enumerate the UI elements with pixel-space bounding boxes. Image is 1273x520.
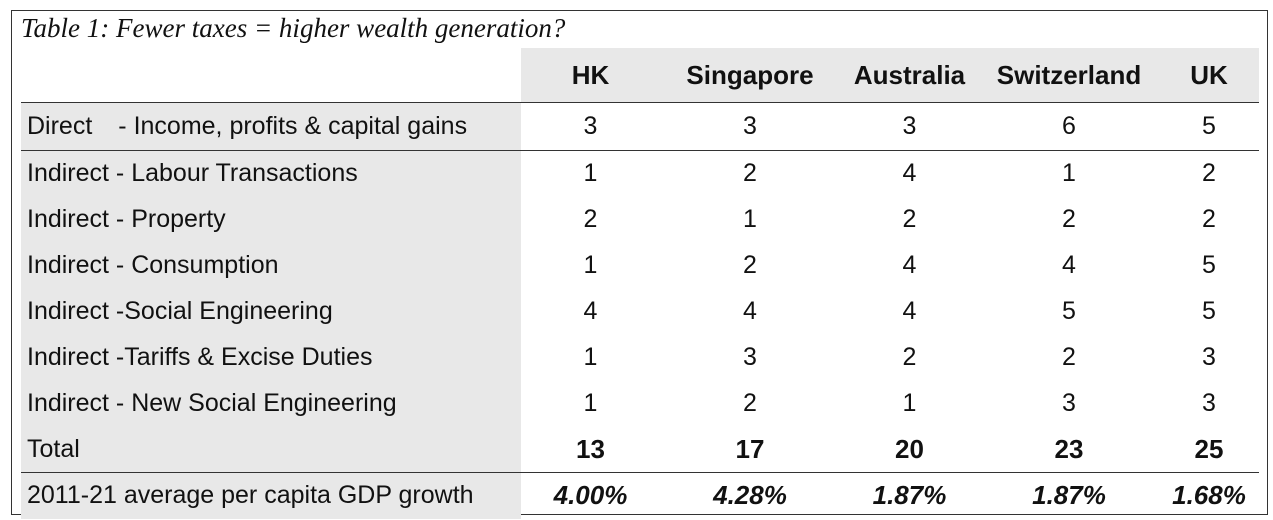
cell-switzerland: 3 [1062,389,1076,417]
cell-australia: 4 [902,251,917,279]
row-label-prefix: Direct [27,112,93,140]
cell-switzerland: 5 [1062,297,1076,325]
row-label: 2011-21 average per capita GDP growth [21,472,521,519]
cell-singapore: 1 [743,205,757,233]
cell-australia: 3 [840,102,979,151]
table-row-direct: Direct - Income, profits & capital gains … [21,102,1259,151]
cell-switzerland: 1 [1062,159,1076,188]
cell-switzerland: 2 [1062,343,1076,371]
cell-hk: 1 [583,389,598,417]
table-row-indirect: Indirect - Labour Transactions 1 2 4 1 2 [21,150,1259,197]
table-row-gdp-growth: 2011-21 average per capita GDP growth 4.… [21,472,1259,519]
cell-australia: 1 [902,389,917,417]
cell-hk: 1 [583,251,598,279]
cell-hk: 4 [583,297,598,325]
cell-hk: 3 [521,102,660,151]
cell-switzerland: 2 [1062,205,1076,233]
cell-switzerland: 1.87% [979,472,1159,519]
row-label: Total [21,426,521,473]
cell-uk: 5 [1202,297,1216,325]
cell-australia: 2 [902,343,917,371]
cell-hk: 13 [576,433,605,464]
cell-singapore: 3 [660,102,840,151]
table-row-indirect: Indirect - Consumption 1 2 4 4 5 [21,242,1259,289]
cell-hk: 4.00% [521,472,660,519]
row-label: Direct - Income, profits & capital gains [21,102,521,151]
cell-singapore: 4.28% [660,472,840,519]
cell-singapore: 2 [743,159,757,188]
cell-switzerland: 23 [1054,433,1084,464]
cell-singapore: 2 [743,251,757,279]
cell-hk: 1 [583,343,598,371]
cell-uk: 3 [1202,389,1216,417]
row-label: Indirect -Social Engineering [21,288,521,335]
column-header-hk: HK [521,48,660,103]
cell-uk: 2 [1202,205,1216,233]
cell-singapore: 4 [743,297,757,325]
header-blank-cell [21,48,521,103]
column-header-switzerland: Switzerland [979,48,1159,103]
tax-table: HK Singapore Australia Switzerland UK Di… [21,48,1259,519]
cell-uk: 3 [1202,343,1216,371]
table-row-total: Total 13 17 20 23 25 [21,426,1259,473]
row-label: Indirect - Labour Transactions [21,150,521,197]
cell-hk: 2 [583,205,598,233]
cell-uk: 25 [1194,433,1224,464]
column-header-uk: UK [1159,48,1259,103]
cell-switzerland: 4 [1062,251,1076,279]
table-row-indirect: Indirect -Tariffs & Excise Duties 1 3 2 … [21,334,1259,381]
cell-australia: 1.87% [840,472,979,519]
cell-singapore: 17 [735,433,765,464]
cell-switzerland: 6 [979,102,1159,151]
header-row: HK Singapore Australia Switzerland UK [21,48,1259,103]
table-frame: Table 1: Fewer taxes = higher wealth gen… [11,10,1268,519]
table-caption: Table 1: Fewer taxes = higher wealth gen… [21,13,566,43]
table-row-indirect: Indirect -Social Engineering 4 4 4 5 5 [21,288,1259,335]
cell-australia: 20 [895,433,924,464]
table-row-indirect: Indirect - New Social Engineering 1 2 1 … [21,380,1259,427]
cell-australia: 4 [902,159,917,188]
column-header-singapore: Singapore [660,48,840,103]
row-label: Indirect - Property [21,196,521,243]
cell-australia: 2 [902,205,917,233]
row-label: Indirect -Tariffs & Excise Duties [21,334,521,381]
cell-uk: 2 [1202,159,1216,188]
cell-australia: 4 [902,297,917,325]
cell-hk: 1 [583,159,598,188]
row-label: Indirect - Consumption [21,242,521,289]
cell-singapore: 2 [743,389,757,417]
cell-uk: 5 [1159,102,1259,151]
cell-uk: 1.68% [1159,472,1259,519]
cell-singapore: 3 [743,343,757,371]
row-label-suffix: - Income, profits & capital gains [118,112,468,140]
cell-uk: 5 [1202,251,1216,279]
column-header-australia: Australia [840,48,979,103]
table-row-indirect: Indirect - Property 2 1 2 2 2 [21,196,1259,243]
row-label: Indirect - New Social Engineering [21,380,521,427]
